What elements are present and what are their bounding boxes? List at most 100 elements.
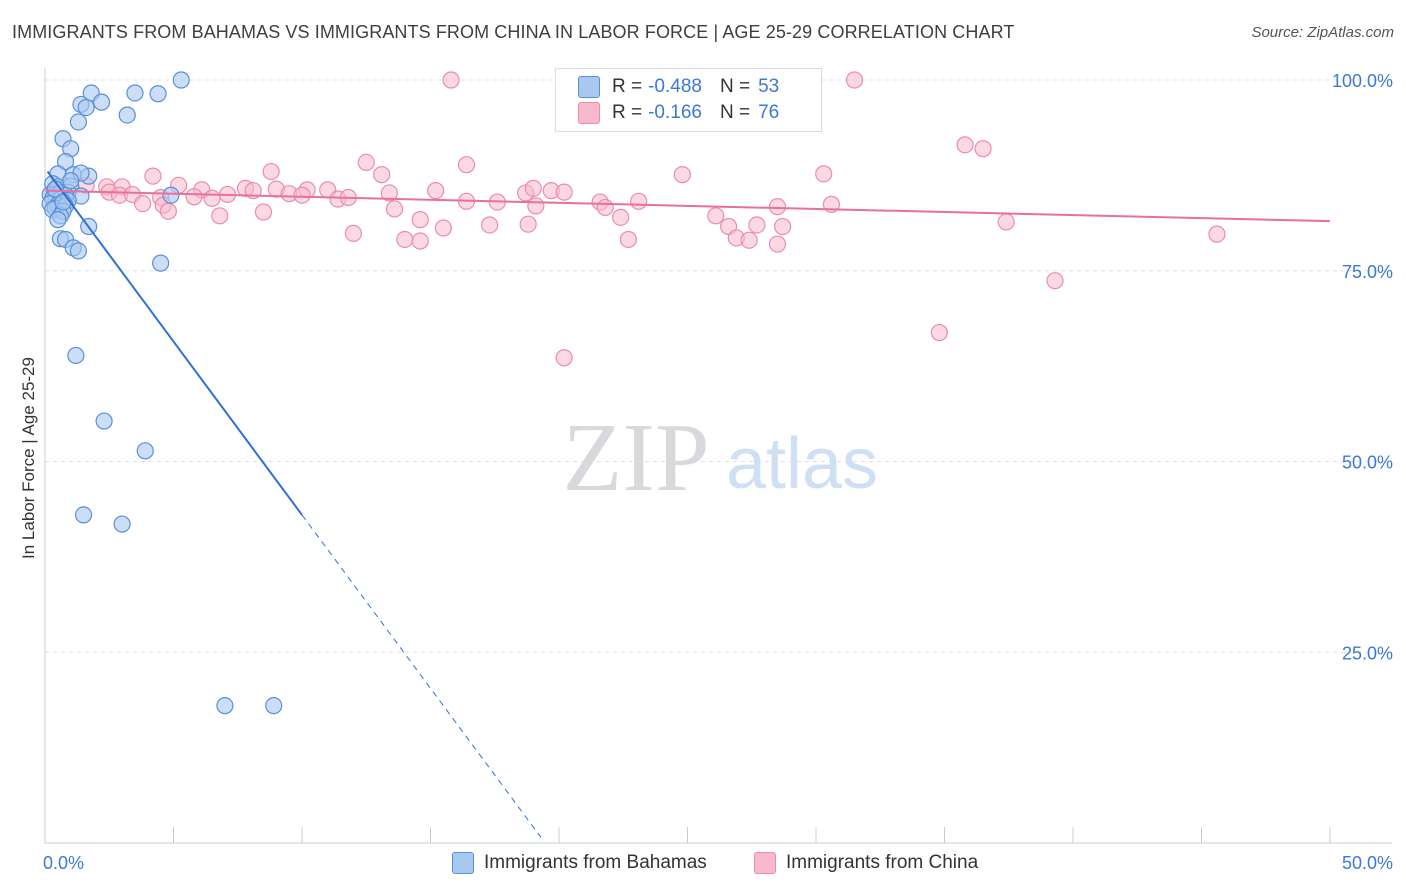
- data-point-china: [768, 235, 787, 253]
- data-point-bahamas: [216, 697, 234, 715]
- bottom-legend-china: Immigrants from China: [754, 852, 978, 874]
- trend-line-china: [44, 189, 1331, 223]
- data-point-china: [203, 189, 221, 207]
- data-point-bahamas: [77, 98, 95, 117]
- bottom-legend-label-china: Immigrants from China: [786, 852, 979, 873]
- grid-lines: [45, 79, 1392, 653]
- legend-n-value: 76: [758, 102, 780, 123]
- data-point-bahamas: [69, 242, 88, 260]
- legend-row-bahamas: R = -0.488 N = 53: [578, 75, 797, 99]
- data-point-china: [262, 162, 280, 181]
- data-point-bahamas: [126, 84, 144, 102]
- trend-line-bahamas-extension: [301, 514, 542, 838]
- legend-r-value: -0.488: [648, 76, 702, 97]
- data-point-china: [630, 192, 648, 210]
- data-point-china: [380, 184, 398, 202]
- data-point-china: [411, 211, 429, 229]
- data-point-bahamas: [118, 106, 136, 124]
- data-point-china: [385, 200, 404, 218]
- data-point-china: [293, 186, 311, 204]
- data-point-china: [845, 71, 864, 89]
- legend-n-label: N =: [719, 102, 751, 123]
- data-point-bahamas: [54, 193, 72, 211]
- correlation-legend: R = -0.488 N = 53 R = -0.166 N = 76: [555, 68, 822, 132]
- source-label: Source: ZipAtlas.com: [1251, 24, 1394, 41]
- data-point-china: [373, 166, 391, 184]
- data-point-china: [442, 71, 460, 89]
- data-point-bahamas: [162, 186, 180, 204]
- data-point-china: [519, 215, 537, 233]
- bottom-legend-label-bahamas: Immigrants from Bahamas: [484, 852, 707, 873]
- x-tick-label: 50.0%: [1342, 853, 1393, 873]
- data-point-china: [748, 216, 766, 234]
- data-point-china: [457, 156, 476, 174]
- legend-r-label: R =: [612, 102, 643, 123]
- data-point-china: [555, 183, 573, 201]
- data-point-china: [185, 188, 203, 206]
- bottom-legend-bahamas: Immigrants from Bahamas: [452, 852, 707, 874]
- data-point-china: [134, 195, 152, 213]
- data-point-china: [956, 136, 974, 154]
- data-point-china: [1046, 272, 1064, 290]
- data-point-china: [434, 219, 452, 237]
- data-point-china: [619, 230, 637, 249]
- trend-lines: [44, 170, 1331, 838]
- data-point-bahamas: [69, 113, 88, 131]
- series-bahamas-points: [41, 71, 283, 715]
- data-point-china: [997, 213, 1015, 231]
- legend-row-china: R = -0.166 N = 76: [578, 101, 797, 125]
- data-point-bahamas: [152, 254, 170, 272]
- data-point-china: [427, 182, 445, 200]
- data-point-china: [673, 166, 691, 184]
- y-tick-label: 25.0%: [1342, 643, 1393, 663]
- chart-title: IMMIGRANTS FROM BAHAMAS VS IMMIGRANTS FR…: [12, 22, 1015, 42]
- data-point-china: [396, 230, 414, 249]
- y-tick-label: 50.0%: [1342, 453, 1393, 473]
- data-point-china: [773, 217, 792, 236]
- data-point-china: [211, 207, 229, 225]
- data-point-china: [596, 198, 614, 217]
- legend-n-value: 53: [758, 76, 780, 97]
- data-point-bahamas: [172, 71, 190, 89]
- data-point-china: [144, 167, 162, 185]
- x-tick-label: 0.0%: [43, 853, 84, 873]
- data-point-bahamas: [62, 172, 80, 190]
- data-point-bahamas: [149, 85, 167, 103]
- bottom-legend-swatch-china: [754, 852, 776, 874]
- data-point-china: [612, 208, 630, 226]
- data-point-bahamas: [67, 346, 85, 365]
- data-point-china: [555, 349, 573, 367]
- bottom-legend-swatch-bahamas: [452, 852, 474, 874]
- data-point-bahamas: [74, 506, 93, 524]
- data-point-china: [159, 202, 177, 220]
- data-point-china: [344, 224, 362, 242]
- data-point-bahamas: [56, 153, 75, 171]
- watermark-atlas: atlas: [726, 424, 878, 504]
- tick-labels: 25.0% 50.0% 75.0% 100.0% 0.0% 50.0%: [43, 71, 1393, 873]
- legend-swatch-china: [578, 102, 600, 124]
- y-axis-label: In Labor Force | Age 25-29: [19, 357, 38, 559]
- y-tick-label: 75.0%: [1342, 262, 1393, 282]
- y-tick-label: 100.0%: [1332, 71, 1393, 91]
- data-point-china: [974, 140, 992, 158]
- watermark-zip: ZIP: [563, 404, 710, 512]
- data-point-bahamas: [49, 211, 67, 229]
- data-point-bahamas: [136, 442, 154, 460]
- data-point-china: [740, 231, 758, 249]
- data-point-china: [815, 165, 833, 183]
- legend-r-value: -0.166: [648, 102, 702, 123]
- data-point-china: [524, 179, 542, 197]
- axes: [44, 68, 1392, 844]
- data-point-bahamas: [265, 697, 283, 715]
- trend-line-bahamas: [46, 170, 303, 516]
- data-point-bahamas: [92, 93, 111, 111]
- data-point-bahamas: [113, 515, 131, 533]
- data-point-china: [768, 198, 787, 216]
- data-point-china: [411, 232, 429, 250]
- data-point-china: [481, 216, 499, 234]
- data-point-china: [707, 207, 725, 225]
- data-point-china: [527, 197, 545, 215]
- legend-n-label: N =: [719, 76, 751, 97]
- data-point-bahamas: [95, 412, 113, 430]
